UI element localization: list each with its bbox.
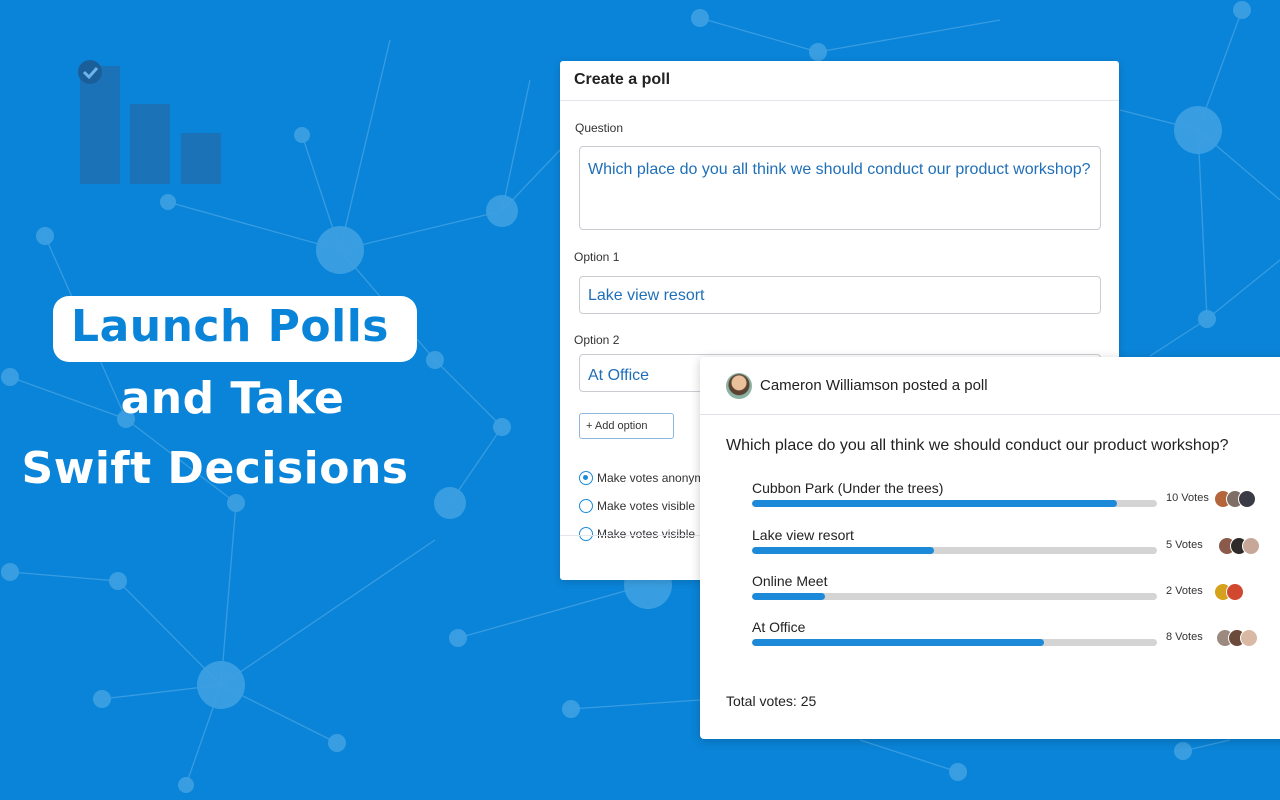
vote-count: 10 Votes (1166, 492, 1209, 504)
avatar[interactable] (1226, 583, 1244, 601)
voter-avatars (1216, 629, 1258, 647)
poll-option[interactable]: Online Meet 2 Votes (752, 573, 1280, 613)
avatar[interactable] (1238, 490, 1256, 508)
vote-bar-fill (752, 500, 1117, 507)
add-option-button[interactable]: + Add option (579, 413, 674, 439)
vote-count: 5 Votes (1166, 539, 1203, 551)
poll-option-label: Online Meet (752, 573, 828, 589)
avatar[interactable] (726, 372, 752, 399)
avatar[interactable] (1240, 629, 1258, 647)
posted-poll-card: Cameron Williamson posted a poll Which p… (700, 357, 1280, 739)
radio-anonymous[interactable]: Make votes anonym (579, 471, 704, 485)
poll-option[interactable]: Cubbon Park (Under the trees) 10 Votes (752, 480, 1280, 520)
avatar[interactable] (1242, 537, 1260, 555)
vote-bar-fill (752, 639, 1044, 646)
headline-line-2: and Take (120, 373, 345, 424)
poll-option[interactable]: Lake view resort 5 Votes (752, 527, 1280, 567)
author-line: Cameron Williamson posted a poll (760, 377, 988, 394)
option-1-input[interactable]: Lake view resort (579, 276, 1101, 314)
total-votes: Total votes: 25 (726, 693, 817, 709)
vote-bar-track (752, 639, 1157, 646)
question-input[interactable]: Which place do you all think we should c… (579, 146, 1101, 230)
voter-avatars (1214, 490, 1256, 508)
radio-unchecked-icon[interactable] (579, 499, 593, 513)
question-label: Question (575, 121, 624, 135)
vote-bar-fill (752, 547, 935, 554)
divider (560, 535, 700, 536)
poll-author-header: Cameron Williamson posted a poll (700, 357, 1280, 415)
vote-bar-track (752, 593, 1157, 600)
radio-checked-icon[interactable] (579, 471, 593, 485)
poll-option-label: Lake view resort (752, 527, 854, 543)
poll-option-label: At Office (752, 619, 806, 635)
headline: Launch Polls and Take Swift Decisions (0, 296, 570, 504)
polls-logo-icon (78, 60, 221, 184)
vote-bar-track (752, 547, 1157, 554)
option-2-label: Option 2 (574, 333, 620, 347)
radio-label: Make votes visible (597, 527, 696, 541)
poll-question: Which place do you all think we should c… (726, 437, 1229, 454)
radio-label: Make votes visible (597, 499, 696, 513)
radio-label: Make votes anonym (597, 471, 705, 485)
headline-pill: Launch Polls (53, 296, 417, 362)
poll-option[interactable]: At Office 8 Votes (752, 619, 1280, 659)
radio-unchecked-icon[interactable] (579, 527, 593, 541)
radio-visible[interactable]: Make votes visible (579, 499, 695, 513)
poll-option-label: Cubbon Park (Under the trees) (752, 480, 944, 496)
headline-line-3: Swift Decisions (21, 443, 409, 494)
vote-bar-fill (752, 593, 825, 600)
voter-avatars (1218, 537, 1260, 555)
vote-count: 2 Votes (1166, 585, 1203, 597)
vote-bar-track (752, 500, 1157, 507)
radio-visible-2[interactable]: Make votes visible (579, 527, 695, 541)
create-poll-title: Create a poll (560, 61, 1119, 101)
vote-count: 8 Votes (1166, 631, 1203, 643)
voter-avatars (1214, 583, 1244, 601)
option-1-label: Option 1 (574, 250, 620, 264)
